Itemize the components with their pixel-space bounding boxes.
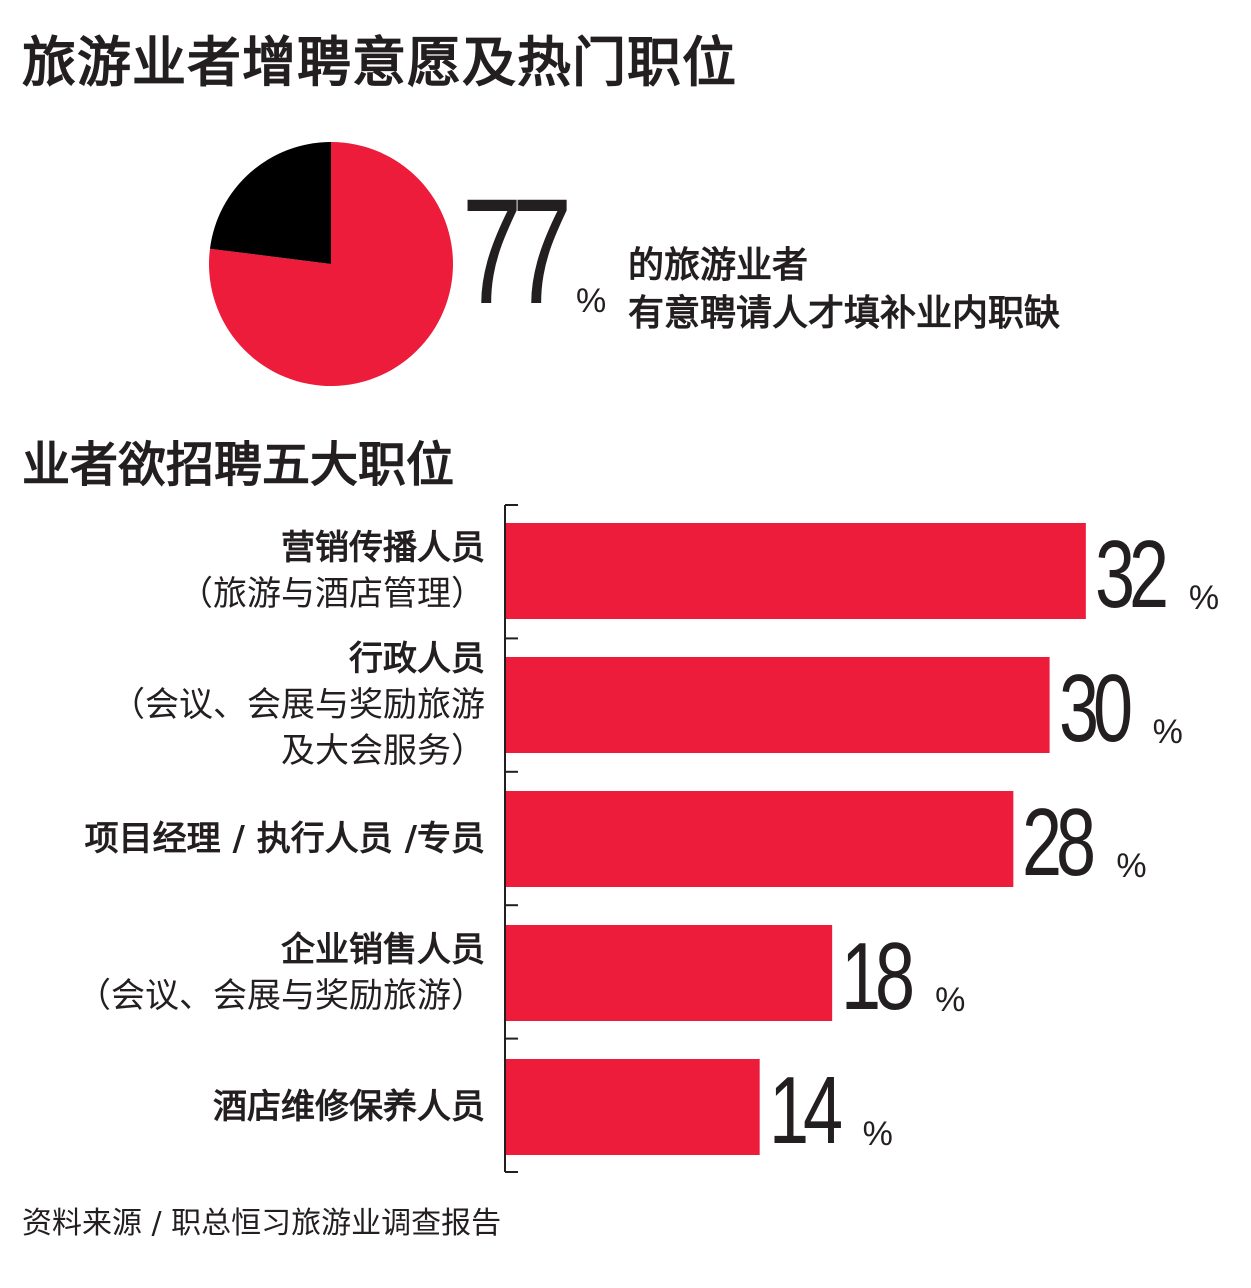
category-label: 企业销售人员 （会议、会展与奖励旅游）: [77, 927, 485, 1019]
category-sub: （会议、会展与奖励旅游）: [77, 976, 485, 1016]
page-title: 旅游业者增聘意愿及热门职位: [22, 31, 737, 94]
value-label: 30: [1058, 655, 1133, 762]
bar-chart-title: 业者欲招聘五大职位: [22, 437, 455, 493]
value-unit: %: [1188, 579, 1220, 617]
category-label: 营销传播人员 （旅游与酒店管理）: [179, 525, 485, 617]
category-sub: （旅游与酒店管理）: [179, 574, 485, 614]
value-label: 28: [1022, 789, 1096, 896]
value-label: 14: [768, 1057, 843, 1164]
value-label: 18: [841, 923, 915, 1030]
category-main: 企业销售人员: [281, 930, 485, 970]
value-label: 32: [1094, 521, 1169, 628]
category-sub: （会议、会展与奖励旅游: [111, 685, 485, 725]
pie-desc-line2: 有意聘请人才填补业内职缺: [628, 293, 1061, 334]
pie-desc-line1: 的旅游业者: [628, 245, 809, 286]
value-unit: %: [1116, 847, 1147, 885]
value-unit: %: [862, 1115, 893, 1153]
bar-1: [506, 657, 1050, 753]
pie-slice-1: [209, 142, 331, 264]
category-label: 项目经理 / 执行人员 /专员: [85, 816, 485, 862]
source-note: 资料来源 / 职总恒习旅游业调查报告: [22, 1206, 502, 1241]
value-unit: %: [935, 981, 966, 1019]
pie-percent-sign: %: [576, 282, 607, 320]
category-main: 营销传播人员: [281, 528, 485, 568]
category-main: 项目经理 / 执行人员 /专员: [84, 819, 485, 859]
category-main: 酒店维修保养人员: [213, 1087, 485, 1127]
value-unit: %: [1152, 713, 1183, 751]
category-label: 行政人员 （会议、会展与奖励旅游及大会服务）: [111, 636, 485, 774]
category-label: 酒店维修保养人员: [213, 1084, 485, 1130]
bar-4: [506, 1059, 760, 1155]
bar-3: [506, 925, 833, 1021]
category-main: 行政人员: [349, 639, 485, 679]
category-sub: 及大会服务）: [281, 731, 485, 771]
bar-0: [506, 523, 1086, 619]
bar-2: [506, 791, 1014, 887]
pie-value: 77: [462, 167, 572, 335]
